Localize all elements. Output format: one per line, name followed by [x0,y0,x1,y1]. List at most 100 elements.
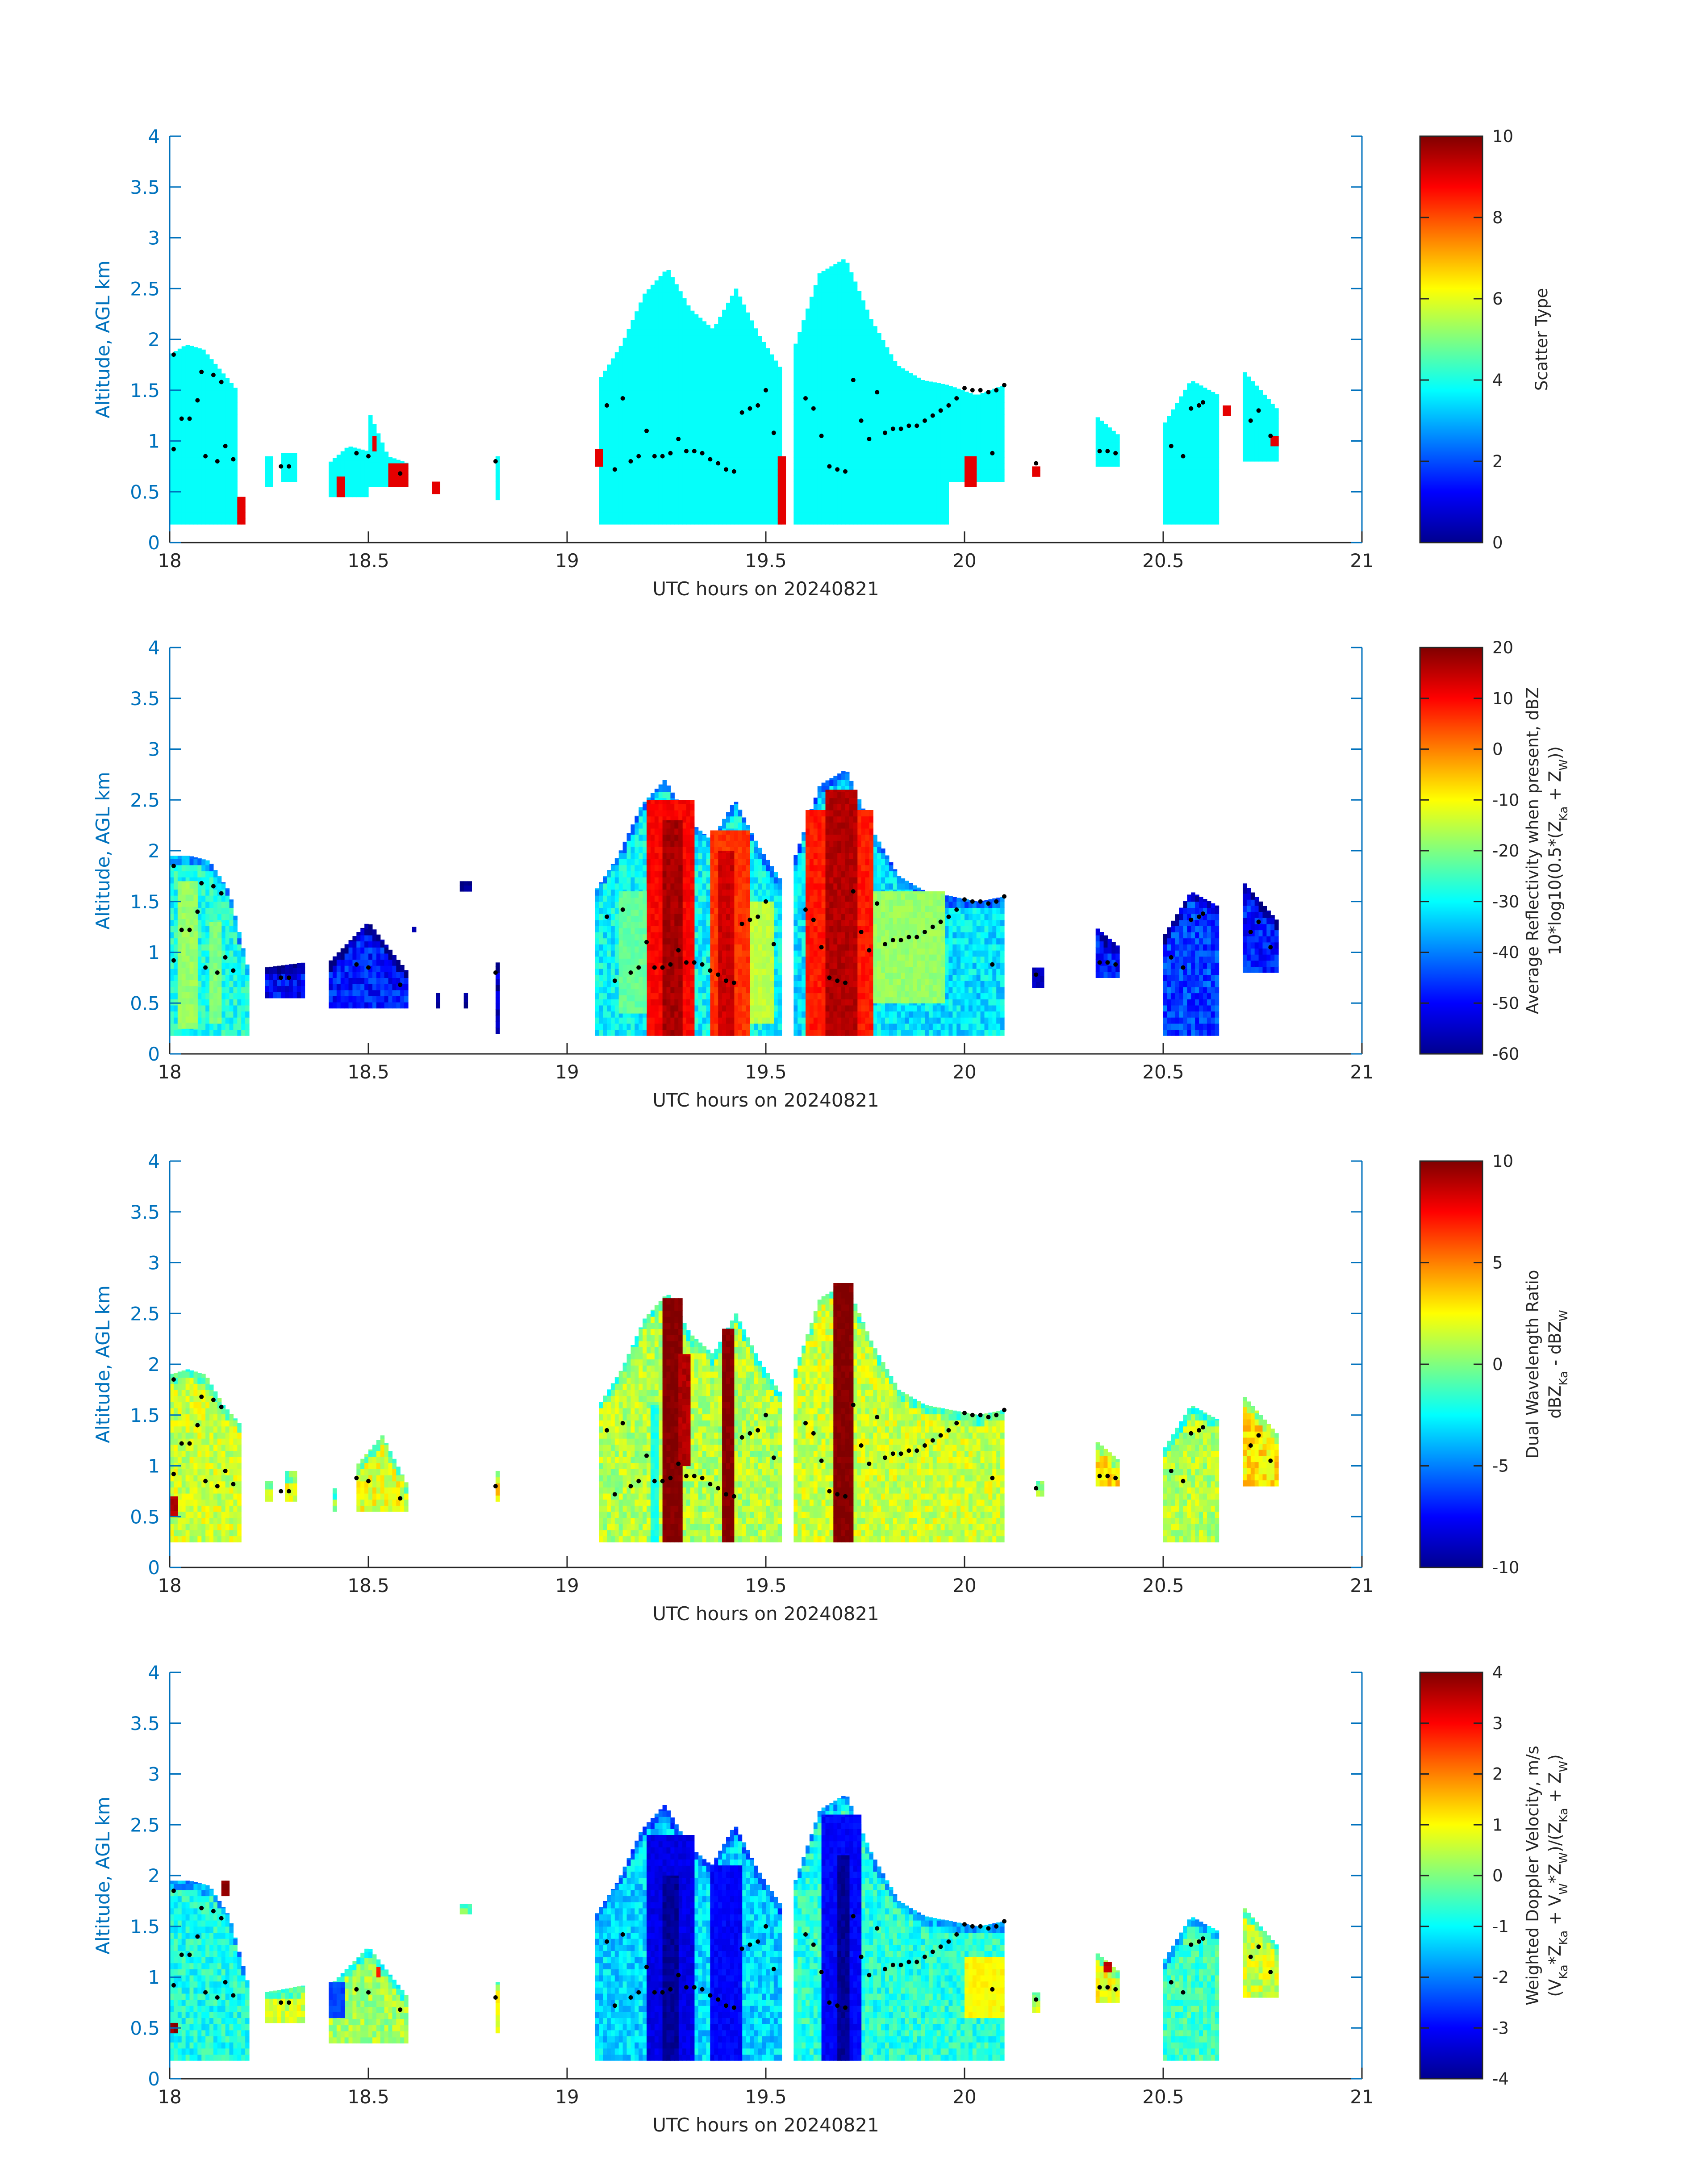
heatmap-cell [738,414,743,421]
heatmap-cell [726,488,731,494]
heatmap-cell [857,292,862,299]
heatmap-cell [226,409,230,415]
heatmap-cell [969,439,973,445]
heatmap-cell [853,402,858,409]
heatmap-cell [750,342,754,348]
heatmap-cell [738,366,743,372]
heatmap-cell [754,329,758,335]
heatmap-cell [750,488,754,494]
heatmap-cell [1175,469,1180,476]
heatmap-cell [814,317,818,323]
heatmap-cell [726,427,731,433]
heatmap-cell [798,439,802,445]
marker-point [843,469,848,474]
heatmap-cell [651,469,655,476]
heatmap-cell [1096,417,1100,418]
heatmap-cell [659,335,663,342]
heatmap-cell [841,372,846,378]
heatmap-cell [853,427,858,433]
heatmap-cell [734,488,739,494]
heatmap-cell [770,469,774,476]
heatmap-cell [174,476,178,482]
colorbar-tick-label: 4 [1492,371,1503,390]
marker-point [660,454,665,459]
heatmap-cell [778,409,782,415]
heatmap-cell [798,414,802,421]
heatmap-cell [853,366,858,372]
heatmap-cell [1251,388,1255,394]
heatmap-cell [678,372,683,378]
heatmap-cell [853,494,858,500]
heatmap-cell [810,384,814,390]
heatmap-cell [909,476,913,482]
heatmap-cell [174,914,178,920]
heatmap-cell [237,1011,242,1017]
heatmap-cell [853,433,858,439]
heatmap-cell [631,323,635,330]
heatmap-cell [869,414,873,421]
heatmap-cell [698,329,703,335]
heatmap-cell [221,926,226,932]
heatmap-cell [941,390,945,397]
heatmap-cell [873,402,877,409]
heatmap-cell [226,932,230,938]
heatmap-cell [651,329,655,335]
heatmap-cell [762,469,766,476]
heatmap-cell [201,938,206,944]
heatmap-cell [845,506,850,512]
heatmap-cell [174,962,178,969]
heatmap-cell [909,512,913,518]
heatmap-cell [865,451,870,457]
heatmap-cell [869,323,873,330]
heatmap-cell [873,326,877,330]
y-tick-label: 3 [148,227,160,249]
heatmap-cell [726,512,731,518]
heatmap-cell [941,445,945,451]
heatmap-cell [861,396,866,402]
heatmap-cell [845,360,850,366]
heatmap-cell [643,360,647,366]
heatmap-cell [694,427,699,433]
heatmap-cell [933,488,937,494]
heatmap-cell [186,409,190,415]
heatmap-cell [901,518,906,524]
heatmap-cell [1199,390,1203,397]
heatmap-cell [905,390,910,397]
heatmap-cell [226,969,230,975]
heatmap-cell [706,414,711,421]
heatmap-cell [698,402,703,409]
heatmap-cell [190,506,194,512]
heatmap-cell [690,427,695,433]
heatmap-cell [849,439,854,445]
heatmap-cell [201,993,206,999]
heatmap-cell [631,494,635,500]
heatmap-cell [952,433,957,439]
heatmap-cell [941,439,945,445]
heatmap-cell [1247,401,1251,407]
heatmap-cell [750,414,754,421]
heatmap-cell [730,311,735,317]
heatmap-cell [738,506,743,512]
heatmap-cell [329,491,333,497]
heatmap-cell [726,323,731,330]
heatmap-cell [837,280,842,287]
heatmap-cell [201,895,206,902]
heatmap-cell [647,494,651,500]
heatmap-cell [814,292,818,299]
heatmap-cell [1163,445,1168,451]
heatmap-cell [599,433,603,439]
heatmap-cell [750,396,754,402]
heatmap-cell [197,354,202,360]
heatmap-cell [738,329,743,335]
heatmap-cell [869,366,873,372]
heatmap-cell [845,512,850,518]
marker-point [398,471,402,476]
heatmap-cell [182,518,186,524]
heatmap-cell [686,372,691,378]
heatmap-cell [885,372,889,378]
heatmap-cell [1167,433,1172,439]
heatmap-cell [1199,457,1203,464]
heatmap-cell [897,372,902,378]
heatmap-cell [726,457,731,464]
heatmap-cell [969,445,973,451]
